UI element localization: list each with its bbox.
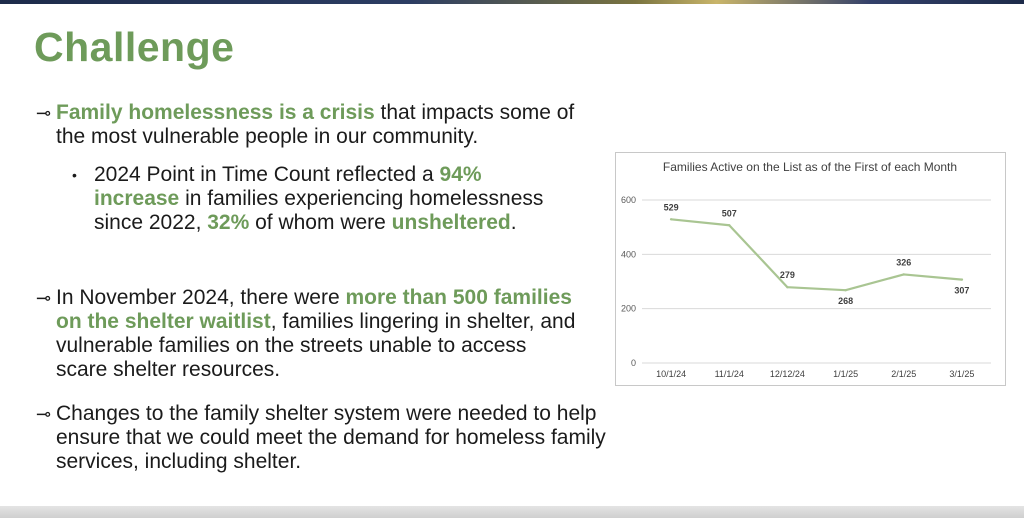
key-bullet-icon: ⊸ <box>36 288 52 308</box>
sub-text-g: . <box>510 211 517 234</box>
sub-text-a: 2024 Point in Time Count reflected a <box>94 163 440 186</box>
sub-text-e: of whom were <box>249 211 392 234</box>
bullet-family-homelessness: ⊸ Family homelessness is a crisis that i… <box>36 101 596 149</box>
x-tick-label: 10/1/24 <box>656 369 686 379</box>
y-tick-label: 600 <box>621 195 636 205</box>
data-label: 529 <box>664 202 679 212</box>
top-window-strip <box>0 0 1024 4</box>
sub-bullet-point-in-time: • 2024 Point in Time Count reflected a 9… <box>72 163 572 235</box>
chart-svg: Families Active on the List as of the Fi… <box>621 160 991 379</box>
key-bullet-icon: ⊸ <box>36 404 52 424</box>
x-tick-label: 3/1/25 <box>949 369 974 379</box>
x-tick-label: 11/1/24 <box>715 369 744 379</box>
data-label: 507 <box>722 208 737 218</box>
bullet-text: Changes to the family shelter system wer… <box>56 402 606 473</box>
data-label: 307 <box>954 286 969 296</box>
y-tick-label: 400 <box>621 249 636 259</box>
data-label: 279 <box>780 270 795 280</box>
sub-highlight-percent: 32% <box>207 211 250 234</box>
families-line-chart: Families Active on the List as of the Fi… <box>615 152 1006 386</box>
bullet-text-c: , families lingering in shelter, and vul… <box>56 310 576 381</box>
bullet-highlight-waitlist: more than 500 families on the shelter wa… <box>56 286 572 333</box>
x-tick-label: 1/1/25 <box>833 369 858 379</box>
chart-title: Families Active on the List as of the Fi… <box>663 160 957 174</box>
data-point-4 <box>902 273 905 276</box>
data-point-3 <box>844 288 847 292</box>
data-point-0 <box>669 218 673 221</box>
key-bullet-icon: ⊸ <box>36 103 52 123</box>
slide-title: Challenge <box>34 24 235 70</box>
y-tick-label: 0 <box>631 358 636 368</box>
series-line <box>670 218 963 292</box>
bullet-november-2024: ⊸ In November 2024, there were more than… <box>36 286 576 382</box>
data-point-5 <box>960 278 964 281</box>
bottom-window-strip <box>0 506 1024 518</box>
x-tick-label: 12/12/24 <box>770 369 805 379</box>
x-tick-label: 2/1/25 <box>891 369 916 379</box>
data-label: 268 <box>838 296 853 306</box>
data-label: 326 <box>896 257 911 267</box>
y-tick-label: 200 <box>621 304 636 314</box>
bullet-text: that impacts some of the most vulnerable… <box>56 101 575 148</box>
sub-highlight-unsheltered: unsheltered <box>391 211 511 234</box>
bullet-highlight: Family homelessness is a crisis <box>56 101 375 124</box>
dot-bullet-icon: • <box>72 167 77 183</box>
bullet-text-a: In November 2024, there were <box>56 286 346 309</box>
data-point-1 <box>728 224 731 227</box>
sub-highlight-increase: 94% increase <box>94 163 482 210</box>
data-point-2 <box>786 286 789 289</box>
sub-text-c: in families experiencing homelessness si… <box>94 187 544 234</box>
bullet-changes-needed: ⊸ Changes to the family shelter system w… <box>36 402 606 474</box>
